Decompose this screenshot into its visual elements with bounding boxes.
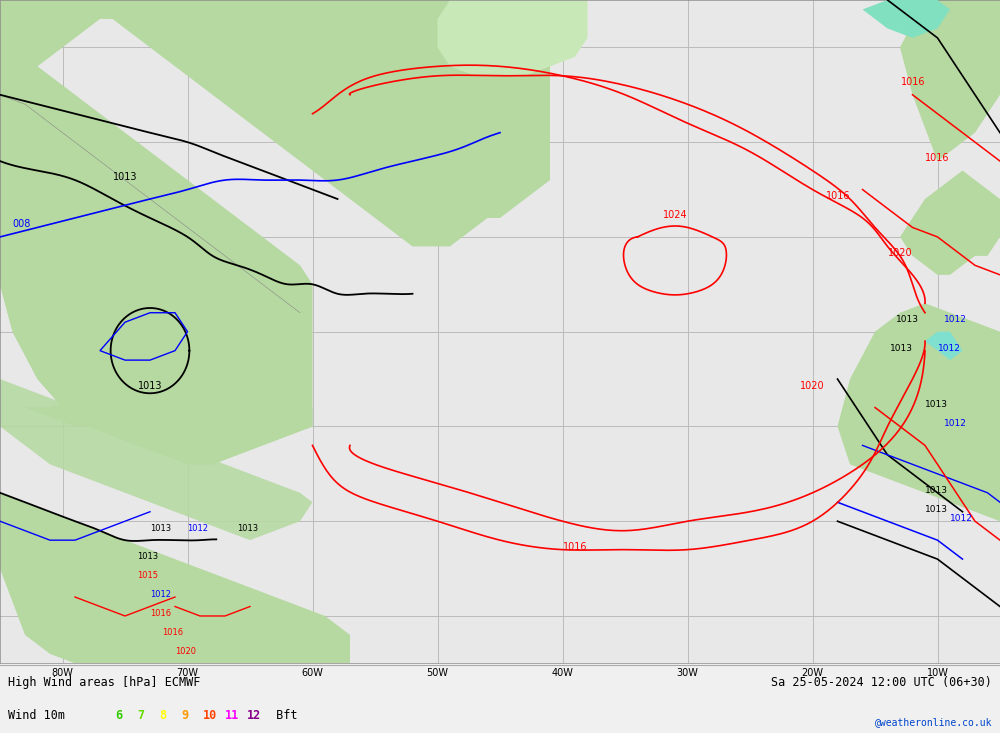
Text: Sa 25-05-2024 12:00 UTC (06+30): Sa 25-05-2024 12:00 UTC (06+30)	[771, 676, 992, 689]
Text: 1012: 1012	[950, 515, 973, 523]
Text: 1024: 1024	[663, 210, 687, 220]
Polygon shape	[900, 171, 1000, 275]
Text: 1013: 1013	[925, 486, 948, 495]
Text: High Wind areas [hPa] ECMWF: High Wind areas [hPa] ECMWF	[8, 676, 200, 689]
Text: 1013: 1013	[138, 380, 162, 391]
Text: Bft: Bft	[269, 709, 298, 722]
Text: 12: 12	[247, 709, 261, 722]
Polygon shape	[0, 0, 550, 246]
Text: 008: 008	[12, 219, 31, 229]
Text: 9: 9	[181, 709, 188, 722]
Polygon shape	[438, 0, 588, 75]
Text: 1012: 1012	[188, 523, 208, 533]
Text: 1012: 1012	[944, 419, 967, 429]
Polygon shape	[0, 284, 312, 465]
Text: 1013: 1013	[925, 400, 948, 410]
Text: 1015: 1015	[138, 571, 158, 580]
Text: 1013: 1013	[238, 523, 259, 533]
Text: 1013: 1013	[890, 344, 912, 353]
Text: 1013: 1013	[925, 505, 948, 514]
Text: 8: 8	[159, 709, 166, 722]
Text: 1012: 1012	[944, 315, 967, 324]
Text: 11: 11	[225, 709, 239, 722]
Text: 1016: 1016	[563, 542, 587, 552]
Text: 1013: 1013	[896, 315, 919, 324]
Text: 1013: 1013	[138, 552, 159, 561]
Text: 6: 6	[115, 709, 122, 722]
Text: 10: 10	[203, 709, 217, 722]
Text: Wind 10m: Wind 10m	[8, 709, 65, 722]
Polygon shape	[900, 0, 1000, 161]
Text: @weatheronline.co.uk: @weatheronline.co.uk	[874, 718, 992, 727]
Text: 1020: 1020	[888, 248, 912, 258]
Polygon shape	[350, 123, 425, 180]
Polygon shape	[0, 398, 112, 427]
Text: 1012: 1012	[150, 590, 171, 599]
Text: 1016: 1016	[900, 77, 925, 87]
Text: 1016: 1016	[925, 153, 950, 163]
Text: 1020: 1020	[800, 380, 825, 391]
Polygon shape	[0, 0, 312, 465]
Polygon shape	[0, 493, 350, 663]
Text: 1013: 1013	[113, 172, 137, 182]
Text: 1020: 1020	[175, 647, 196, 656]
Text: 1016: 1016	[826, 191, 850, 201]
Text: 7: 7	[137, 709, 144, 722]
Text: 1016: 1016	[150, 609, 171, 618]
Text: 1012: 1012	[938, 344, 960, 353]
Polygon shape	[862, 0, 950, 38]
Polygon shape	[838, 303, 1000, 521]
Text: 1016: 1016	[162, 628, 184, 637]
Polygon shape	[0, 379, 312, 540]
Polygon shape	[925, 331, 962, 360]
Text: 1013: 1013	[150, 523, 171, 533]
